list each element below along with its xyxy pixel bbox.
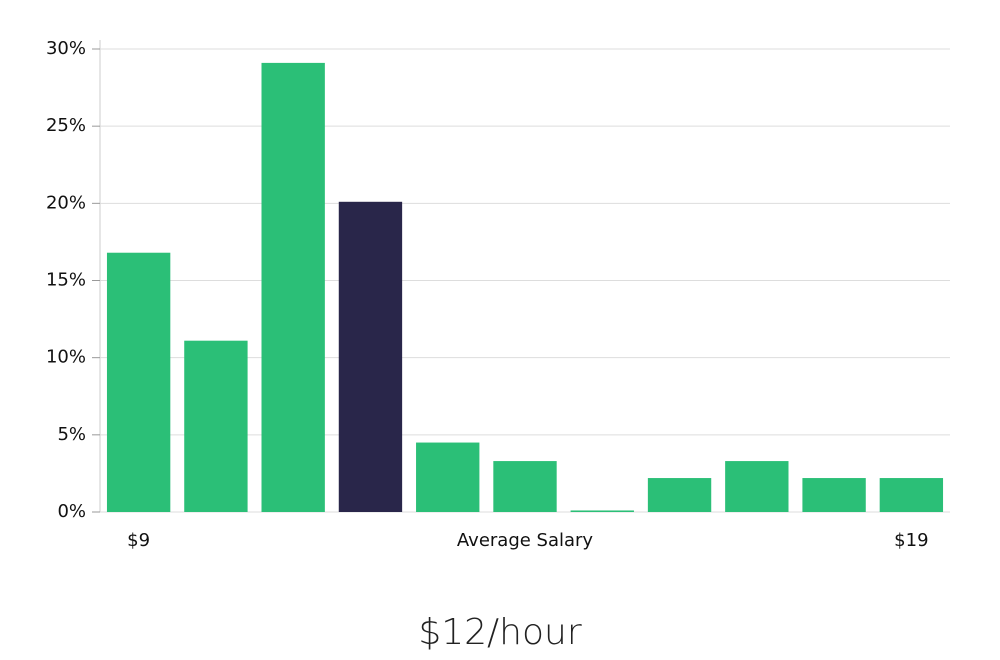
bar [106,252,171,512]
bar [647,478,712,512]
bar [493,461,557,512]
y-tick-label: 15% [46,270,86,291]
x-axis-label: Average Salary [457,530,594,551]
y-tick-label: 10% [46,347,86,368]
bar [725,461,789,512]
y-tick-label: 5% [57,424,86,445]
caption: $12/hour [418,612,582,653]
bar [416,442,480,512]
y-tick-label: 30% [46,38,86,59]
x-tick-label: $9 [127,530,150,551]
bar [338,201,403,513]
bar [570,510,634,512]
bar [802,478,866,512]
bar [184,340,248,512]
x-tick-label: $19 [894,530,928,551]
y-tick-label: 20% [46,192,86,213]
y-tick-label: 0% [57,501,86,522]
bar [879,478,944,512]
bar [261,62,325,512]
y-tick-label: 25% [46,115,86,136]
